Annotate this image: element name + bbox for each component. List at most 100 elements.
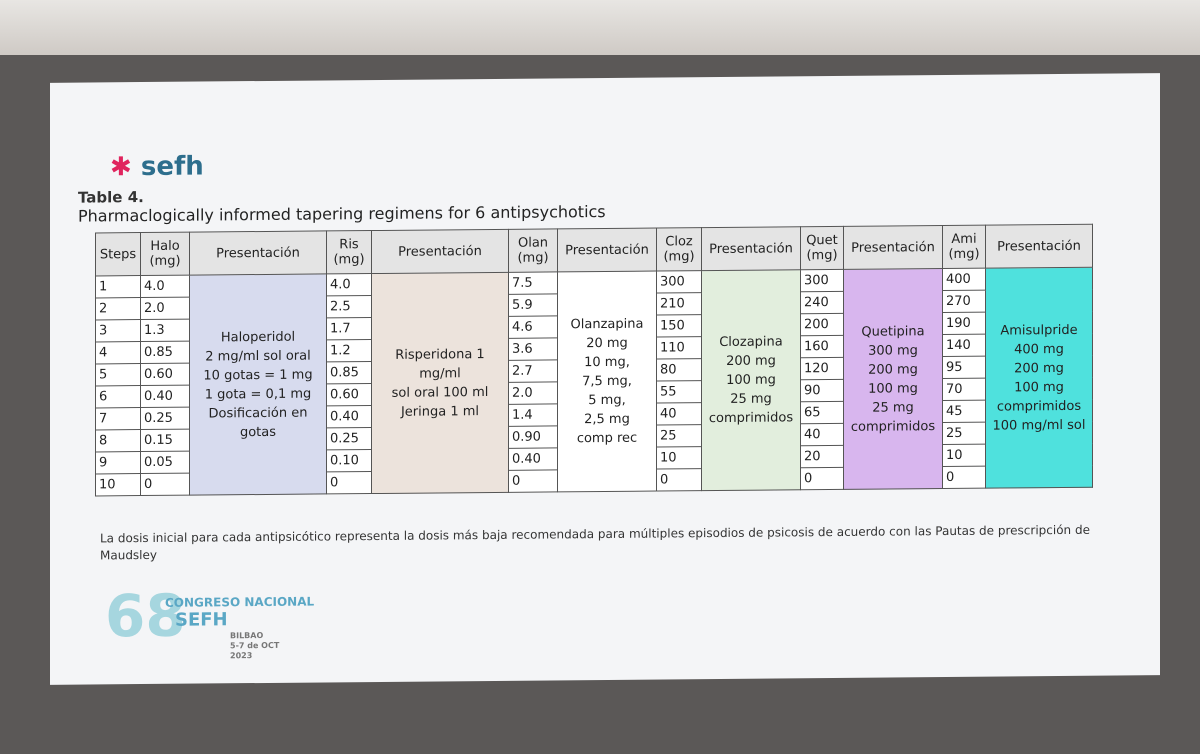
header-cell: Presentación [189,230,327,276]
dose-cell: 70 [942,378,986,401]
congress-dates: 5-7 de OCT [230,640,280,651]
presentation-cell: Risperidona 1 mg/ml sol oral 100 ml Jering… [371,272,509,494]
presentation-line: 10 mg, [584,354,630,371]
presentation-line: Clozapina [719,334,783,351]
step-cell: 5 [95,363,141,386]
header-cell: Steps [95,232,141,276]
presentation-line: Haloperidol [220,329,296,345]
dose-cell: 0 [326,471,372,494]
header-cell: Ris (mg) [326,230,372,274]
dose-cell: 0 [656,468,702,492]
presentation-line: 2 mg/ml sol oral [205,348,311,364]
dose-cell: 55 [656,380,702,404]
dose-cell: 40 [656,402,702,426]
dose-cell: 40 [800,423,844,446]
dose-cell: 25 [942,422,986,445]
dose-cell: 20 [800,445,844,468]
dose-cell: 4.0 [326,273,372,296]
presentation-line: 200 mg [1014,360,1064,376]
presentation-line: 25 mg [730,391,772,407]
dose-cell: 200 [800,313,844,336]
dose-cell: 10 [942,444,986,467]
dose-cell: 300 [656,270,702,294]
dose-cell: 0.40 [140,385,190,408]
ceiling [0,0,1200,55]
dose-cell: 0.25 [326,427,372,450]
step-cell: 6 [95,385,141,408]
presentation-line: comp rec [576,430,638,447]
presentation-line: 200 mg [868,361,918,378]
presentation-line: 100 mg [868,380,918,397]
dose-cell: 0.40 [508,447,558,471]
dose-cell: 150 [656,314,702,338]
dose-cell: 2.0 [140,297,190,320]
step-cell: 4 [95,341,141,364]
presentation-cell: Olanzapina 20 mg 10 mg, 7,5 mg, 5 mg, 2,5 mg c… [557,271,657,492]
dose-cell: 90 [800,379,844,402]
step-cell: 8 [95,429,141,452]
presentation-line: 10 gotas = 1 mg [203,367,313,384]
header-cell: Presentación [371,229,509,274]
dose-cell: 1.2 [326,339,372,362]
presentation-line: 7,5 mg, [582,373,632,390]
header-cell: Presentación [843,225,943,270]
header-cell: Olan (mg) [508,228,558,273]
presentation-line: 200 mg [726,353,776,369]
presentation-line: 400 mg [1014,341,1064,357]
dose-cell: 3.6 [508,337,558,361]
dose-cell: 140 [942,334,986,357]
presentation-line: 25 mg [872,399,914,416]
dose-cell: 4.0 [140,275,190,298]
dose-cell: 0.90 [508,425,558,449]
presentation-line: Amisulpride [1000,322,1078,339]
step-cell: 3 [95,319,141,342]
dose-cell: 95 [942,356,986,379]
dose-cell: 0 [800,467,844,490]
congress-name: CONGRESO NACIONAL [165,594,315,610]
dose-cell: 160 [800,335,844,358]
dose-cell: 65 [800,401,844,424]
footnote: La dosis inicial para cada antipsicótico… [100,522,1090,563]
table-caption: Table 4. [78,188,144,207]
slide: ✱ sefh Table 4. Pharmaclogically informe… [50,73,1160,685]
table-title: Pharmaclogically informed tapering regim… [78,201,606,226]
header-cell: Presentación [701,226,801,271]
presentation-line: 100 mg [726,372,776,388]
dose-cell: 0.25 [140,407,190,430]
dose-cell: 0 [508,469,558,493]
congress-city: BILBAO [230,630,264,641]
dose-cell: 1.7 [326,317,372,340]
presentation-line: 100 mg/ml sol [992,417,1086,434]
presentation-cell: Haloperidol 2 mg/ml sol oral 10 gotas = 1 … [189,273,327,496]
dose-cell: 190 [942,312,986,335]
logo: ✱ sefh [110,151,204,183]
presentation-line: Olanzapina [570,316,644,333]
congress-number: 68 [105,581,186,651]
dose-cell: 25 [656,424,702,448]
presentation-line: Dosificación en gotas [208,405,308,440]
dose-cell: 0.60 [326,383,372,406]
dose-cell: 0.15 [140,429,190,452]
step-cell: 9 [95,451,141,474]
presentation-line: Jeringa 1 ml [400,403,480,420]
table: Steps Halo (mg) Presentación Ris (mg) Presen… [95,224,1093,497]
step-cell: 10 [95,473,141,496]
dose-cell: 300 [800,269,844,292]
presentation-line: 100 mg [1014,379,1064,395]
dose-cell: 5.9 [508,293,558,317]
dose-cell: 0.10 [326,449,372,472]
logo-text: sefh [140,151,204,183]
dose-cell: 270 [942,290,986,313]
congress-org: SEFH [175,609,228,631]
dose-cell: 80 [656,358,702,382]
dose-cell: 0.85 [326,361,372,384]
dose-cell: 0.05 [140,451,190,474]
presentation-line: 1 gota = 0,1 mg [204,386,312,402]
presentation-line: Risperidona 1 mg/ml [395,346,485,382]
dose-cell: 7.5 [508,271,558,295]
dose-cell: 45 [942,400,986,423]
presentation-cell: Quetipina 300 mg 200 mg 100 mg 25 mg comprimi… [843,268,943,490]
dose-cell: 10 [656,446,702,470]
presentation-line: comprimidos [708,410,794,427]
